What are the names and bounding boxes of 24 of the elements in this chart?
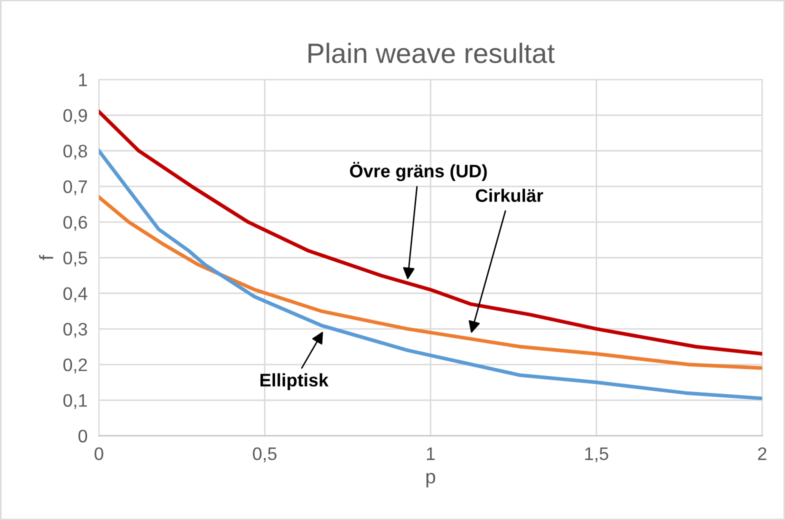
y-tick-label: 0,1 <box>63 394 87 409</box>
chart-title: Plain weave resultat <box>308 42 555 64</box>
y-tick-label: 0,7 <box>63 180 87 196</box>
x-tick-label: 1 <box>426 448 435 460</box>
annotation: Cirkulär <box>476 188 544 202</box>
x-tick-label: 1,5 <box>585 448 608 462</box>
annotation: Övre gräns (UD) <box>350 162 487 182</box>
line-series <box>98 148 762 400</box>
line-series <box>98 110 762 356</box>
x-tick-label: 0 <box>94 447 104 460</box>
x-axis-title: p <box>426 472 436 488</box>
y-tick-label: 1 <box>79 74 87 86</box>
y-tick-label: 0,4 <box>63 287 88 302</box>
y-tick-label: 0,9 <box>63 109 87 124</box>
y-tick-label: 0,2 <box>63 358 87 374</box>
y-tick-label: 0,8 <box>63 144 88 160</box>
y-tick-label: 0,6 <box>63 216 88 231</box>
x-tick-label: 0,5 <box>252 447 277 462</box>
x-tick-label: 2 <box>758 447 766 460</box>
y-tick-label: 0 <box>78 430 88 442</box>
y-tick-label: 0,5 <box>63 252 88 267</box>
y-tick-label: 0,3 <box>63 322 88 338</box>
y-axis-title: f <box>39 254 54 260</box>
annotation: Elliptisk <box>260 373 329 390</box>
